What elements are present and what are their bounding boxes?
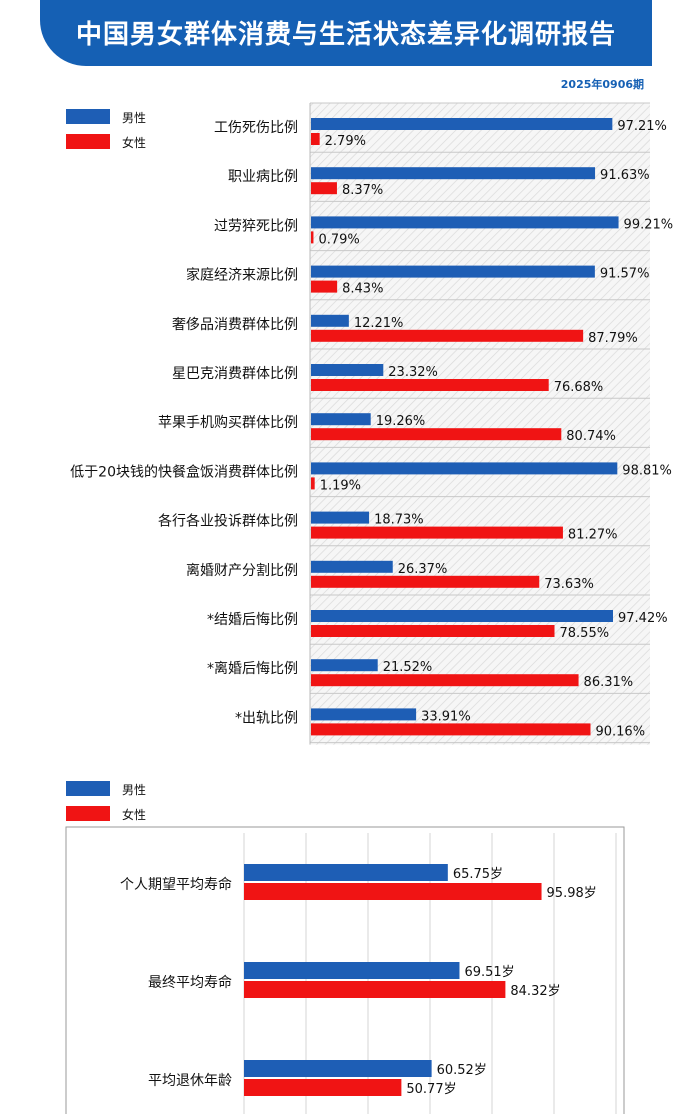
data-label-female: 78.55% xyxy=(560,626,610,641)
bar-female xyxy=(311,133,320,145)
legend2-label-female: 女性 xyxy=(122,808,147,822)
category-label: *离婚后悔比例 xyxy=(207,660,298,677)
bar-male xyxy=(311,708,417,721)
bar-male xyxy=(311,265,595,278)
bar-female xyxy=(311,723,591,736)
data-label-female: 8.43% xyxy=(342,282,383,297)
data-label-female: 73.63% xyxy=(544,577,594,592)
data-label-male: 21.52% xyxy=(383,660,433,675)
data-label-female: 50.77岁 xyxy=(406,1082,456,1097)
bar-female xyxy=(244,1079,402,1096)
bar-female xyxy=(244,883,542,900)
data-label-male: 91.63% xyxy=(600,168,650,183)
issue-number: 2025年0906期 xyxy=(560,78,644,91)
legend2-label-male: 男性 xyxy=(122,783,147,797)
bar-male xyxy=(311,413,371,426)
bar-male xyxy=(244,1060,432,1077)
data-label-male: 97.21% xyxy=(617,119,667,134)
data-label-male: 18.73% xyxy=(374,513,424,528)
bar-female xyxy=(311,329,584,342)
data-label-female: 95.98岁 xyxy=(547,886,597,901)
bar-male xyxy=(311,511,370,524)
data-label-male: 65.75岁 xyxy=(453,867,503,882)
category-label: 家庭经济来源比例 xyxy=(186,267,298,284)
legend-label-male: 男性 xyxy=(122,111,147,125)
bar-male xyxy=(244,962,460,979)
data-label-female: 76.68% xyxy=(554,380,604,395)
page-title: 中国男女群体消费与生活状态差异化调研报告 xyxy=(75,20,616,50)
bar-female xyxy=(311,674,579,687)
bar-female xyxy=(311,625,555,637)
bar-male xyxy=(311,462,618,475)
category-label: 职业病比例 xyxy=(228,169,298,185)
bar-male xyxy=(311,314,349,327)
category-label: 个人期望平均寿命 xyxy=(120,876,232,893)
data-label-male: 26.37% xyxy=(398,562,448,577)
bar-female xyxy=(311,428,562,441)
comparison-bar-chart: 工伤死伤比例 97.21% 2.79% 职业病比例 91.63% 8.37% 过劳猝死比例 9… xyxy=(70,102,674,745)
data-label-male: 97.42% xyxy=(618,611,668,626)
category-label: 离婚财产分割比例 xyxy=(186,562,298,579)
bar-male xyxy=(311,364,384,376)
data-label-female: 90.16% xyxy=(595,724,645,739)
category-label: 各行各业投诉群体比例 xyxy=(158,514,298,530)
bar-female xyxy=(244,981,506,998)
data-label-male: 23.32% xyxy=(388,365,438,380)
data-label-male: 33.91% xyxy=(421,709,471,724)
bar-female xyxy=(311,231,314,244)
bar-male xyxy=(311,118,613,130)
category-label: 星巴克消费群体比例 xyxy=(172,366,298,382)
bar-male xyxy=(311,610,614,622)
category-label: 工伤死伤比例 xyxy=(214,120,298,136)
data-label-female: 84.32岁 xyxy=(510,984,560,999)
bar-female xyxy=(311,182,337,195)
data-label-male: 99.21% xyxy=(624,217,674,232)
data-label-male: 12.21% xyxy=(354,316,404,331)
data-label-female: 87.79% xyxy=(588,331,638,346)
legend-swatch-male xyxy=(66,109,110,124)
data-label-male: 91.57% xyxy=(600,267,650,282)
data-label-female: 81.27% xyxy=(568,528,618,543)
category-label: 平均退休年龄 xyxy=(148,1073,232,1089)
data-label-male: 19.26% xyxy=(376,414,426,429)
category-label: 低于20块钱的快餐盒饭消费群体比例 xyxy=(70,463,298,480)
bar-female xyxy=(311,280,338,293)
data-label-male: 69.51岁 xyxy=(464,965,514,980)
legend2-swatch-female xyxy=(66,806,110,821)
category-label: 过劳猝死比例 xyxy=(214,218,298,234)
category-label: 奢侈品消费群体比例 xyxy=(172,317,298,333)
bar-male xyxy=(244,864,448,881)
legend-label-female: 女性 xyxy=(122,136,147,150)
data-label-female: 8.37% xyxy=(342,183,383,198)
data-label-female: 2.79% xyxy=(325,134,366,149)
data-label-male: 60.52岁 xyxy=(437,1063,487,1078)
category-label: 苹果手机购买群体比例 xyxy=(158,415,298,431)
legend-swatch-female xyxy=(66,134,110,149)
data-label-female: 1.19% xyxy=(320,478,361,493)
data-label-female: 0.79% xyxy=(318,232,359,247)
report-header: 中国男女群体消费与生活状态差异化调研报告 xyxy=(40,0,652,66)
legend2-swatch-male xyxy=(66,781,110,796)
category-label: *出轨比例 xyxy=(235,710,298,726)
bar-male xyxy=(311,560,393,573)
category-label: *结婚后悔比例 xyxy=(207,612,298,628)
data-label-female: 80.74% xyxy=(566,429,616,444)
bar-female xyxy=(311,526,563,539)
data-label-male: 98.81% xyxy=(622,463,672,478)
bar-male xyxy=(311,659,378,672)
bar-male xyxy=(311,216,619,229)
bar-female xyxy=(311,575,540,588)
bar-male xyxy=(311,167,596,180)
data-label-female: 86.31% xyxy=(584,675,634,690)
bar-female xyxy=(311,379,549,391)
category-label: 最终平均寿命 xyxy=(148,974,232,991)
bar-female xyxy=(311,477,315,490)
